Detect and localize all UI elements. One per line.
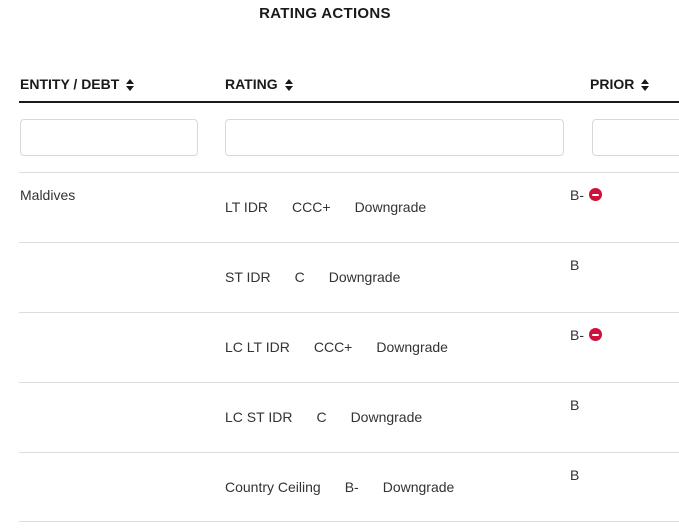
rating-cell: LT IDR CCC+ Downgrade xyxy=(225,173,570,242)
prior-value: B xyxy=(570,397,580,413)
filter-row xyxy=(19,103,679,172)
column-label-rating: RATING xyxy=(225,76,278,92)
entity-cell: Maldives xyxy=(19,173,225,242)
prior-cell: B xyxy=(570,243,679,312)
prior-cell: B xyxy=(570,453,679,521)
rating-filter-cell xyxy=(225,119,570,156)
rating-type: LT IDR xyxy=(225,199,269,215)
entity-cell xyxy=(19,453,225,521)
rating-cell: Country Ceiling B- Downgrade xyxy=(225,453,570,521)
rating-value: CCC+ xyxy=(292,199,331,215)
entity-cell xyxy=(19,313,225,382)
prior-filter-cell xyxy=(570,119,679,156)
prior-value: B xyxy=(570,467,580,483)
entity-name: Maldives xyxy=(20,187,76,203)
prior-cell: B- xyxy=(570,313,679,382)
rating-value: C xyxy=(316,409,327,425)
rating-type: Country Ceiling xyxy=(225,479,321,495)
rating-action: Downgrade xyxy=(376,339,448,355)
column-label-prior: PRIOR xyxy=(590,76,635,92)
table-row: Maldives LT IDR CCC+ Downgrade B- xyxy=(19,172,679,242)
prior-value: B xyxy=(570,257,580,273)
prior-cell: B xyxy=(570,383,679,452)
rating-value: CCC+ xyxy=(313,339,353,355)
table-header-row: ENTITY / DEBT RATING PRIOR xyxy=(19,76,679,103)
rating-cell: LC ST IDR C Downgrade xyxy=(225,383,570,452)
entity-cell xyxy=(19,243,225,312)
sort-icon xyxy=(641,79,650,91)
prior-cell: B- xyxy=(570,173,679,242)
column-header-rating[interactable]: RATING xyxy=(225,76,570,92)
rating-action: Downgrade xyxy=(350,409,423,425)
rating-value: C xyxy=(294,269,305,285)
downgrade-icon xyxy=(589,188,602,201)
prior-value: B- xyxy=(570,327,584,343)
rating-cell: LC LT IDR CCC+ Downgrade xyxy=(225,313,570,382)
sort-icon xyxy=(126,79,135,91)
table-row: ST IDR C Downgrade B xyxy=(19,242,679,312)
rating-action: Downgrade xyxy=(328,269,401,285)
entity-cell xyxy=(19,383,225,452)
entity-filter-cell xyxy=(19,119,225,156)
column-header-entity-debt[interactable]: ENTITY / DEBT xyxy=(19,76,225,92)
prior-filter-input[interactable] xyxy=(592,119,679,156)
table-row: LC LT IDR CCC+ Downgrade B- xyxy=(19,312,679,382)
rating-value: B- xyxy=(344,479,359,495)
downgrade-icon xyxy=(589,328,602,341)
column-label-entity-debt: ENTITY / DEBT xyxy=(20,76,120,92)
rating-cell: ST IDR C Downgrade xyxy=(225,243,570,312)
table-row: Country Ceiling B- Downgrade B xyxy=(19,452,679,522)
rating-actions-table: ENTITY / DEBT RATING PRIOR xyxy=(19,76,679,522)
page-title: RATING ACTIONS xyxy=(259,5,391,22)
sort-icon xyxy=(284,79,293,91)
prior-value: B- xyxy=(570,187,584,203)
minus-bar xyxy=(592,333,599,336)
rating-type: ST IDR xyxy=(225,269,271,285)
rating-action: Downgrade xyxy=(382,479,455,495)
table-row: LC ST IDR C Downgrade B xyxy=(19,382,679,452)
rating-type: LC ST IDR xyxy=(225,409,293,425)
rating-action: Downgrade xyxy=(354,199,427,215)
rating-filter-input[interactable] xyxy=(225,119,564,156)
entity-filter-input[interactable] xyxy=(20,119,198,156)
rating-type: LC LT IDR xyxy=(225,339,290,355)
column-header-prior[interactable]: PRIOR xyxy=(570,76,679,92)
minus-bar xyxy=(592,193,599,196)
